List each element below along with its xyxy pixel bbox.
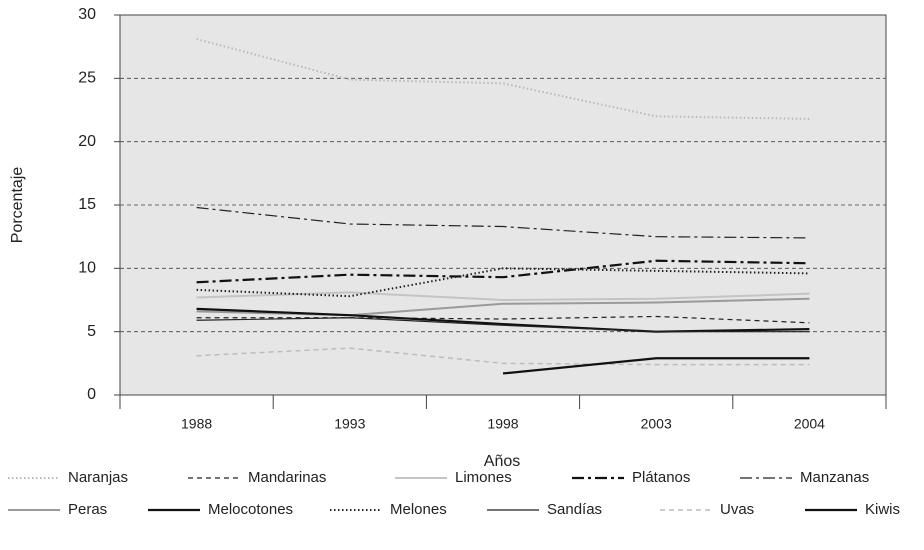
legend-label: Peras — [68, 501, 107, 518]
series-line — [196, 267, 810, 298]
y-tick-label: 15 — [78, 196, 96, 213]
series-line — [196, 259, 810, 284]
series-line — [196, 206, 810, 239]
series-line — [196, 317, 810, 333]
y-tick-label: 10 — [78, 260, 96, 277]
legend-label: Naranjas — [68, 469, 128, 486]
x-tick-label: 1998 — [487, 416, 518, 432]
legend-label: Manzanas — [800, 469, 869, 486]
legend-label: Kiwis — [865, 501, 900, 518]
x-tick-label: 2003 — [641, 416, 672, 432]
x-tick-label: 1988 — [181, 416, 212, 432]
series-line — [196, 315, 810, 324]
series-line — [196, 347, 810, 366]
legend-label: Melocotones — [208, 501, 293, 518]
y-tick-label: 5 — [87, 323, 96, 340]
x-tick-label: 1993 — [334, 416, 365, 432]
y-tick-label: 20 — [78, 133, 96, 150]
y-tick-label: 30 — [78, 6, 96, 23]
series-line — [502, 357, 810, 375]
legend-label: Mandarinas — [248, 469, 326, 486]
y-tick-label: 25 — [78, 70, 96, 87]
y-tick-label: 0 — [87, 386, 96, 403]
legend-label: Limones — [455, 469, 512, 486]
legend-label: Melones — [390, 501, 447, 518]
x-axis-title: Años — [484, 453, 520, 470]
legend-label: Sandías — [547, 501, 602, 518]
legend-label: Uvas — [720, 501, 754, 518]
y-axis-title: Porcentaje — [9, 167, 26, 244]
series-line — [196, 307, 810, 333]
legend-label: Plátanos — [632, 469, 690, 486]
x-tick-label: 2004 — [794, 416, 825, 432]
series-line — [196, 291, 810, 302]
